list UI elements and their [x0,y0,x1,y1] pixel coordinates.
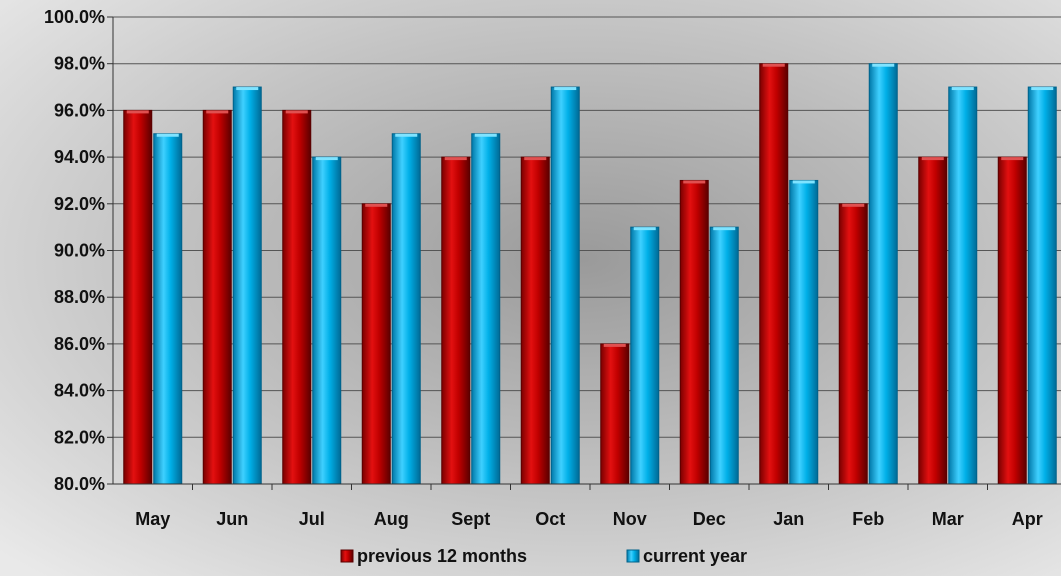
bar-previous-12-months [202,109,232,485]
y-tick-label: 92.0% [54,194,105,214]
x-tick-label: Jan [773,509,804,529]
bar-current-year [789,179,819,485]
bar-top-bevel [524,157,547,161]
y-tick-label: 80.0% [54,474,105,494]
x-tick-label: May [135,509,170,529]
y-tick-label: 86.0% [54,334,105,354]
y-tick-label: 90.0% [54,241,105,261]
legend-label-previous-12-months: previous 12 months [357,546,527,566]
bar-top-bevel [236,87,259,91]
bar-previous-12-months [361,203,391,485]
bar-previous-12-months [838,203,868,485]
bar-previous-12-months [759,63,789,485]
bar-top-bevel [792,180,815,184]
bar-current-year [630,226,660,485]
bar-top-bevel [1031,87,1054,91]
gridlines [113,16,1061,485]
x-tick-label: Apr [1012,509,1043,529]
bar-current-year [312,156,342,485]
x-tick-label: Aug [374,509,409,529]
bar-top-bevel [126,110,149,114]
bar-top-bevel [444,157,467,161]
legend-label-current-year: current year [643,546,747,566]
x-tick-label: Sept [451,509,490,529]
x-tick-label: Jul [299,509,325,529]
bar-top-bevel [395,133,418,137]
bar-current-year [948,86,978,485]
y-tick-label: 82.0% [54,427,105,447]
bar-top-bevel [842,203,865,207]
bar-top-bevel [315,157,338,161]
x-tick-label: Oct [535,509,565,529]
bar-top-bevel [603,343,626,347]
y-tick-label: 94.0% [54,147,105,167]
bar-previous-12-months [123,109,153,485]
bar-top-bevel [554,87,577,91]
legend: previous 12 months current year [340,546,747,566]
bar-top-bevel [474,133,497,137]
y-tick-label: 98.0% [54,54,105,74]
bar-previous-12-months [679,179,709,485]
x-tick-label: Dec [693,509,726,529]
bar-previous-12-months [282,109,312,485]
bar-top-bevel [206,110,229,114]
y-tick-label: 100.0% [44,7,105,27]
bar-top-bevel [713,227,736,231]
bar-current-year [1027,86,1057,485]
bar-top-bevel [921,157,944,161]
x-tick-label: Mar [932,509,964,529]
legend-swatch-previous-12-months [340,549,354,563]
bar-previous-12-months [520,156,550,485]
bar-previous-12-months [997,156,1027,485]
bar-top-bevel [365,203,388,207]
bar-top-bevel [951,87,974,91]
bar-previous-12-months [918,156,948,485]
bar-current-year [391,133,421,485]
legend-swatch-current-year [626,549,640,563]
y-tick-label: 88.0% [54,287,105,307]
bar-current-year [709,226,739,485]
bar-current-year [153,133,183,485]
bar-top-bevel [762,63,785,67]
bar-top-bevel [1001,157,1024,161]
x-tick-label: Feb [852,509,884,529]
bar-top-bevel [633,227,656,231]
y-tick-label: 96.0% [54,100,105,120]
x-tick-label: Nov [613,509,647,529]
bar-top-bevel [156,133,179,137]
bar-current-year [471,133,501,485]
bar-top-bevel [285,110,308,114]
bar-current-year [232,86,262,485]
bar-current-year [868,63,898,485]
bar-previous-12-months [441,156,471,485]
axes: 80.0% 82.0% 84.0% 86.0% 88.0% 90.0% 92.0% 94.0%… [44,7,1061,529]
y-tick-label: 84.0% [54,381,105,401]
bar-current-year [550,86,580,485]
bar-top-bevel [683,180,706,184]
bar-previous-12-months [600,343,630,485]
x-tick-label: Jun [216,509,248,529]
bar-top-bevel [872,63,895,67]
